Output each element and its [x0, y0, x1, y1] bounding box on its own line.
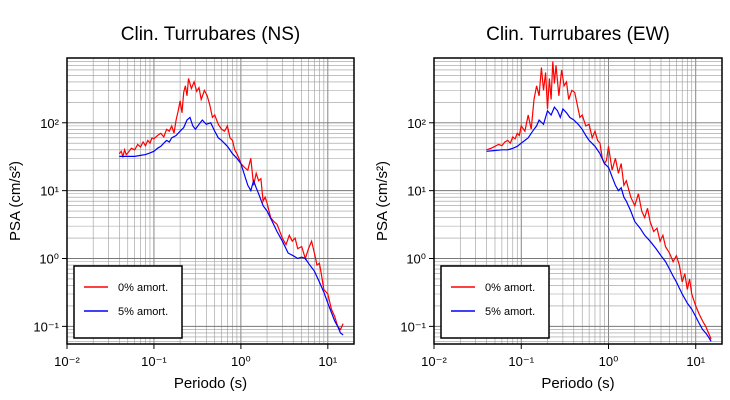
- y-tick-label: 10⁻¹: [400, 319, 426, 334]
- legend-label: 5% amort.: [485, 306, 535, 318]
- x-tick-label: 10⁻²: [54, 354, 80, 369]
- x-tick-label: 10¹: [318, 354, 337, 369]
- legend-label: 0% amort.: [485, 282, 535, 294]
- y-tick-label: 10⁰: [39, 252, 59, 267]
- x-axis-label: Periodo (s): [174, 375, 247, 392]
- x-axis-label: Periodo (s): [541, 375, 614, 392]
- chart-title: Clin. Turrubares (NS): [121, 24, 301, 45]
- legend-label: 0% amort.: [118, 282, 168, 294]
- grid: [66, 57, 355, 344]
- series-line-0: [118, 78, 344, 331]
- x-tick-label: 10¹: [686, 354, 705, 369]
- legend-box: [73, 265, 183, 339]
- legend-label: 5% amort.: [118, 306, 168, 318]
- y-tick-label: 10¹: [407, 184, 426, 199]
- chart-ns: Clin. Turrubares (NS) PSA (cm/s²) Period…: [7, 24, 355, 392]
- series-line-0: [486, 61, 712, 340]
- plot-frame: [433, 57, 723, 345]
- y-tick-label: 10⁻¹: [33, 319, 59, 334]
- y-tick-label: 10²: [40, 116, 59, 131]
- legend: 0% amort. 5% amort.: [440, 265, 550, 339]
- y-axis-label: PSA (cm/s²): [374, 161, 391, 241]
- y-tick-label: 10⁰: [406, 252, 426, 267]
- y-tick-label: 10¹: [40, 184, 59, 199]
- chart-ew: Clin. Turrubares (EW) PSA (cm/s²) Period…: [374, 24, 723, 392]
- plot-frame: [66, 57, 355, 345]
- x-tick-label: 10⁻¹: [141, 354, 167, 369]
- y-axis-label: PSA (cm/s²): [7, 161, 24, 241]
- legend-box: [440, 265, 550, 339]
- x-tick-label: 10⁻¹: [508, 354, 534, 369]
- legend: 0% amort. 5% amort.: [73, 265, 183, 339]
- x-tick-label: 10⁰: [231, 354, 251, 369]
- chart-title: Clin. Turrubares (EW): [486, 24, 670, 45]
- x-tick-label: 10⁻²: [421, 354, 447, 369]
- series-line-1: [486, 105, 712, 342]
- y-tick-label: 10²: [407, 116, 426, 131]
- x-tick-label: 10⁰: [599, 354, 619, 369]
- series-line-1: [119, 116, 344, 336]
